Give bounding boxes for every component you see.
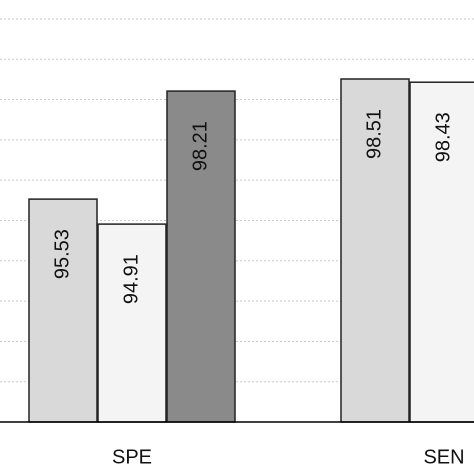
value-label: 98.51	[363, 109, 385, 159]
bar	[166, 90, 236, 423]
value-label: 95.53	[51, 229, 73, 279]
value-label: 98.21	[189, 121, 211, 171]
labels: SPE 95.53 94.91 98.21 SEN 98.51 98.43	[51, 109, 464, 468]
bar	[409, 81, 474, 423]
bar	[340, 78, 410, 423]
bar	[97, 223, 167, 423]
value-label: 98.43	[432, 112, 454, 162]
x-tick-label: SEN	[423, 446, 464, 468]
bars	[28, 78, 474, 423]
value-label: 94.91	[120, 254, 142, 304]
bar	[28, 198, 98, 423]
x-tick-label: SPE	[112, 446, 152, 468]
